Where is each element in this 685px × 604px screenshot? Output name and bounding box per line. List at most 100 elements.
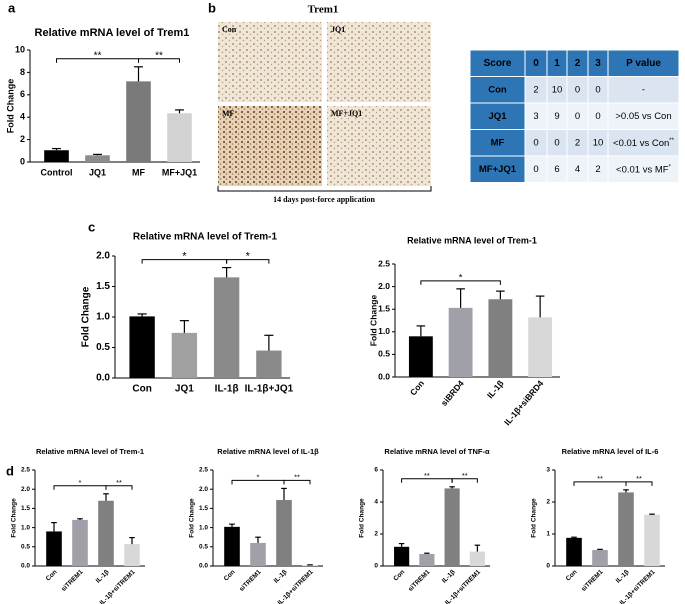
table-text: MF+JQ1 [479, 164, 517, 175]
y-tick-label: 1.0 [96, 312, 110, 323]
x-tick-label: Control [41, 167, 73, 177]
bar [302, 565, 318, 566]
table-cell [607, 49, 680, 77]
bar [126, 81, 151, 162]
table-sup: ** [669, 137, 674, 143]
significance-label: * [79, 478, 82, 487]
table-cell [469, 49, 526, 77]
y-tick-label: 0.5 [21, 544, 30, 551]
significance-label: ** [116, 478, 122, 487]
y-axis-label: Fold Change [189, 498, 196, 538]
table-text: - [642, 84, 645, 95]
table-text: <0.01 vs Con [613, 137, 669, 148]
significance-label: * [257, 472, 260, 481]
table-sup: * [669, 164, 672, 170]
table-text: <0.01 vs MF [616, 164, 669, 175]
significance-bracket [138, 58, 180, 63]
table-text: 0 [575, 111, 580, 122]
bar [276, 499, 292, 566]
panel-label: c [88, 219, 95, 234]
x-tick-label: Con [45, 569, 59, 583]
y-axis-label: Fold Change [11, 498, 18, 538]
bar [224, 526, 240, 566]
table-text: 0 [533, 164, 538, 175]
x-tick-label: Con [132, 384, 151, 395]
x-tick-label: Con [223, 569, 237, 583]
significance-label: ** [294, 472, 300, 481]
panel-label: d [6, 463, 14, 478]
bar [171, 332, 198, 378]
y-tick-label: 0.0 [21, 563, 30, 570]
x-tick-label: Con [408, 378, 426, 397]
table-text: 3 [595, 58, 601, 69]
bar [167, 113, 192, 162]
table-cell [607, 129, 680, 157]
table-text: 9 [554, 111, 559, 122]
significance-bracket [283, 479, 311, 485]
table-text: 1 [554, 58, 560, 69]
chart-title: Relative mRNA level of Trem1 [35, 27, 190, 39]
x-tick-label: IL-1β [215, 384, 239, 395]
significance-label: * [459, 272, 463, 283]
bar [419, 554, 435, 566]
table-text: <0.01 vs Con** [613, 137, 675, 148]
x-tick-label: IL-1β+siBRD4 [502, 378, 546, 427]
x-tick-label: siTREM1 [60, 568, 85, 593]
table-text: 2 [595, 164, 600, 175]
bar [592, 550, 608, 566]
x-tick-label: MF+JQ1 [162, 167, 197, 177]
bar [129, 316, 155, 378]
y-tick-label: 2.0 [96, 251, 110, 262]
caption-bracket [217, 186, 432, 192]
y-tick-label: 2.0 [199, 486, 208, 493]
table-cell [607, 76, 680, 104]
image-label: JQ1 [331, 25, 345, 34]
bar [618, 492, 634, 566]
bar [644, 514, 660, 566]
significance-bracket [451, 478, 478, 483]
y-tick-label: 0.5 [199, 544, 208, 551]
score-table: Score 0 1 2 3 P value Con 2 10 0 0 - JQ1 3 9 0 0 >0.05 vs… [469, 49, 680, 183]
x-tick-label: JQ1 [175, 384, 194, 395]
table-text: MF [491, 137, 505, 148]
bar [488, 299, 513, 377]
table-text: Score [484, 58, 512, 69]
significance-label: * [246, 250, 251, 262]
significance-label: ** [462, 471, 468, 480]
y-axis-label: Fold Change [5, 79, 15, 134]
x-tick-label: IL-1β [615, 569, 631, 585]
table-text: 0 [595, 84, 600, 95]
bar [46, 531, 62, 566]
y-tick-label: 1.5 [96, 281, 110, 292]
chart-title: Relative mRNA level of TNF-α [384, 447, 490, 456]
table-cell [607, 155, 680, 183]
table-text: 2 [533, 84, 538, 95]
table-text: 3 [533, 111, 538, 122]
y-tick-label: 0 [374, 563, 378, 570]
table-text: 0 [533, 137, 538, 148]
significance-bracket [420, 280, 501, 285]
bar [256, 350, 282, 378]
panel-label: a [8, 0, 16, 15]
y-tick-label: 6 [20, 89, 25, 99]
bar [98, 500, 114, 566]
chart-title: Relative mRNA level of Trem-1 [36, 447, 144, 456]
x-tick-label: JQ1 [89, 167, 106, 177]
significance-label: ** [94, 50, 102, 61]
table-text: Con [488, 84, 507, 95]
histology-title: Trem1 [308, 4, 339, 16]
y-axis-label: Fold Change [368, 295, 378, 347]
x-tick-label: IL-1β [273, 569, 289, 585]
x-tick-label: siTREM1 [580, 568, 605, 593]
bar [528, 317, 553, 377]
bar [124, 544, 140, 566]
x-tick-label: IL-1β [485, 378, 506, 400]
micrograph [218, 22, 322, 102]
table-text: 0 [533, 58, 539, 69]
y-tick-label: 1.5 [378, 303, 390, 313]
chart-title: Relative mRNA level of Trem-1 [407, 235, 537, 245]
x-tick-label: IL-1β [95, 569, 111, 585]
significance-label: ** [424, 471, 430, 480]
micrograph [327, 106, 431, 186]
